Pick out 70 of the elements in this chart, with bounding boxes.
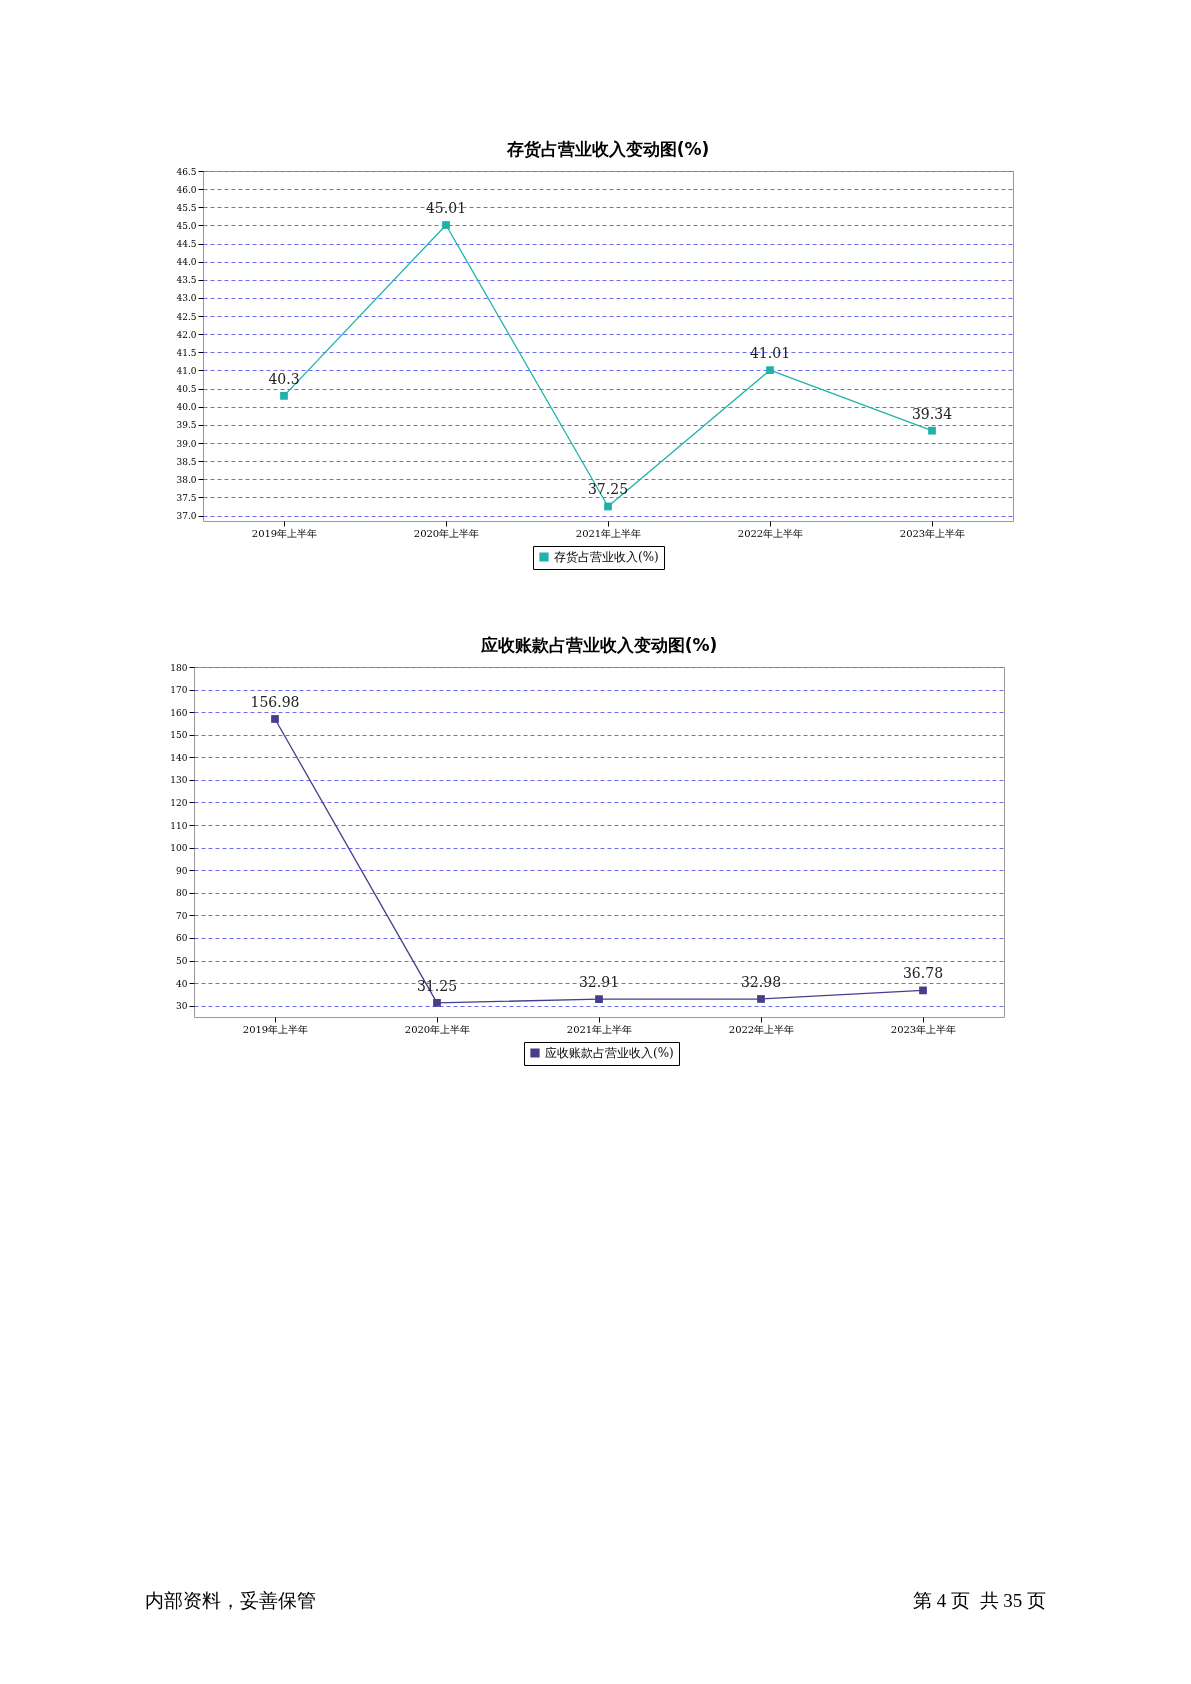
point	[442, 221, 450, 229]
y-tick-label: 46.0	[176, 184, 197, 195]
data-label: 40.3	[268, 370, 300, 387]
data-label: 32.98	[740, 973, 782, 990]
text: 内部资料，妥善保管	[145, 1589, 316, 1613]
y-tick-label: 40.5	[176, 384, 197, 395]
x-tick-label: 2023年上半年	[890, 1023, 957, 1035]
x-tick-label: 2021年上半年	[575, 527, 642, 539]
y-tick-label: 90	[176, 865, 188, 876]
y-tick-label: 100	[170, 843, 188, 854]
y-tick-label: 42.5	[176, 311, 197, 322]
x-tick-label: 2019年上半年	[251, 527, 318, 539]
y-tick-label: 45.0	[176, 220, 197, 231]
point	[928, 426, 936, 435]
y-tick-label: 160	[170, 707, 188, 718]
y-tick-label: 39.0	[176, 438, 197, 449]
x-tick-label: 2019年上半年	[242, 1023, 309, 1035]
y-tick-label: 38.5	[176, 456, 197, 467]
y-tick-label: 170	[170, 685, 188, 696]
y-tick-label: 120	[170, 797, 188, 808]
y-tick-label: 50	[176, 956, 188, 967]
data-label: 39.34	[911, 405, 953, 422]
legend-label: 存货占营业收入(%)	[554, 550, 659, 564]
data-label: 156.98	[250, 693, 300, 710]
y-tick-label: 180	[170, 662, 188, 673]
x-tick-label: 2020年上半年	[404, 1023, 471, 1035]
point	[433, 999, 441, 1007]
y-tick-label: 110	[170, 820, 188, 831]
y-tick-label: 70	[176, 910, 188, 921]
data-label: 36.78	[902, 965, 944, 982]
x-tick-label: 2022年上半年	[728, 1023, 795, 1035]
data-label: 32.91	[578, 974, 620, 991]
y-tick-label: 46.5	[176, 166, 197, 177]
y-tick-label: 37.5	[176, 492, 197, 503]
y-tick-label: 41.5	[176, 347, 197, 358]
point	[919, 986, 927, 995]
y-tick-label: 130	[170, 775, 188, 786]
y-tick-label: 150	[170, 730, 188, 741]
point	[757, 995, 765, 1003]
y-tick-label: 41.0	[176, 365, 197, 376]
point	[766, 366, 774, 374]
y-tick-label: 43.0	[176, 293, 197, 304]
y-tick-label: 44.0	[176, 257, 197, 268]
x-tick-label: 2023年上半年	[899, 527, 966, 539]
y-tick-label: 40	[176, 978, 188, 989]
y-tick-label: 43.5	[176, 275, 197, 286]
y-tick-label: 30	[176, 1001, 188, 1012]
x-tick-label: 2020年上半年	[413, 527, 480, 539]
y-tick-label: 39.5	[176, 420, 197, 431]
x-tick-label: 2021年上半年	[566, 1023, 633, 1035]
y-tick-label: 40.0	[176, 402, 197, 413]
point	[280, 392, 288, 400]
data-label: 45.01	[425, 200, 467, 217]
point	[595, 995, 603, 1004]
y-tick-label: 45.5	[176, 202, 197, 213]
y-tick-label: 42.0	[176, 329, 197, 340]
y-tick-label: 140	[170, 752, 188, 763]
y-tick-label: 80	[176, 888, 188, 899]
y-tick-label: 44.5	[176, 239, 197, 250]
point	[271, 715, 279, 723]
y-tick-label: 60	[176, 933, 188, 944]
data-label: 41.01	[749, 345, 791, 362]
chart-title: 应收账款占营业收入变动图(%)	[479, 635, 718, 655]
text: 第 4 页 共 35 页	[913, 1589, 1046, 1613]
point	[604, 502, 612, 511]
y-tick-label: 37.0	[176, 511, 197, 522]
x-tick-label: 2022年上半年	[737, 527, 804, 539]
legend-label: 应收账款占营业收入(%)	[545, 1046, 674, 1060]
chart-title: 存货占营业收入变动图(%)	[505, 139, 710, 159]
y-tick-label: 38.0	[176, 474, 197, 485]
